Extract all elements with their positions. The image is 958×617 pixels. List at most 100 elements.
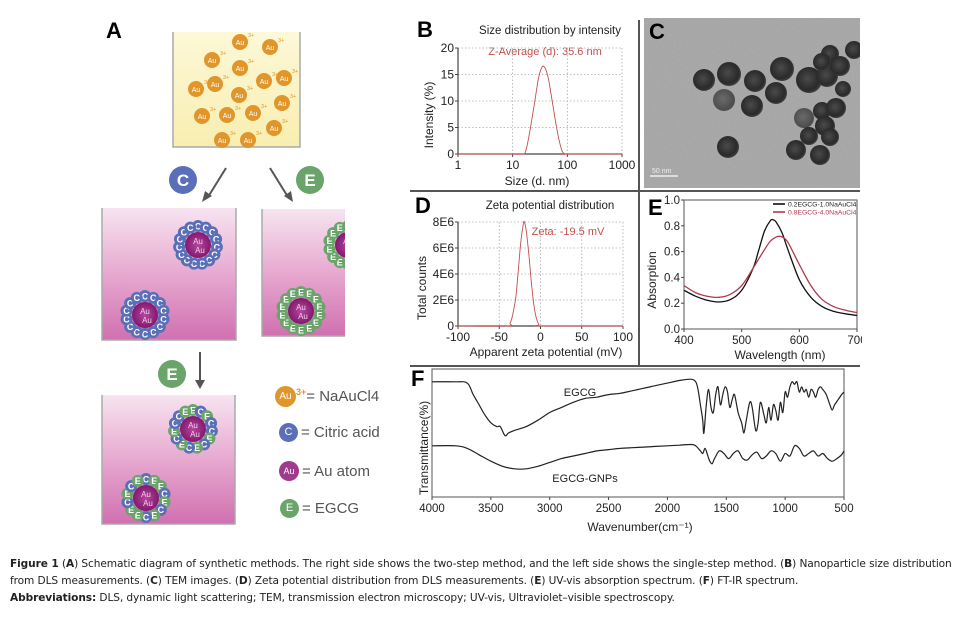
panel-c-letter: C — [649, 19, 665, 44]
ligand-letter: C — [127, 322, 134, 332]
ligand-letter: E — [298, 287, 304, 297]
series-label-egcg-gnps: EGCG-GNPs — [552, 473, 618, 485]
badge-circle — [296, 166, 324, 194]
plot-frame — [683, 199, 858, 330]
series-line-egcg-gnps — [431, 443, 845, 470]
panel-e-letter: E — [648, 195, 663, 220]
ion-charge: 3+ — [210, 107, 216, 113]
series-line-0-8egcg-4-0naaucl4 — [683, 235, 858, 314]
ligand-letter: E — [194, 443, 200, 453]
ion-circle — [232, 60, 248, 76]
caption-panel-ref: C — [150, 575, 158, 587]
gold-ion-icon: Au — [275, 386, 296, 407]
ion-symbol: Au — [192, 87, 201, 94]
caption-part-text: UV-vis absorption spectrum. — [545, 575, 699, 587]
ion-charge: 3+ — [272, 72, 278, 78]
ion-symbol: Au — [235, 93, 244, 100]
divider-row-2 — [410, 365, 860, 367]
ligand-letter: C — [178, 250, 185, 260]
ligand-letter: C — [177, 234, 184, 244]
x-tick-label: 3500 — [478, 503, 504, 515]
citrate-ligand — [158, 487, 171, 500]
ligand-letter: C — [124, 498, 131, 508]
arrowhead — [202, 191, 212, 202]
gold-ion-icon: Au3+ — [245, 104, 267, 121]
ligand-letter: E — [279, 311, 285, 321]
ligand-letter: C — [173, 434, 180, 444]
x-tick-label: 100 — [613, 330, 633, 344]
ion-circle — [276, 70, 292, 86]
ligand-letter: C — [176, 412, 183, 422]
ion-circle — [204, 52, 220, 68]
ligand-letter: C — [187, 223, 194, 233]
nanoparticle — [830, 56, 850, 76]
ion-circle — [214, 132, 230, 148]
x-tick-label: 500 — [732, 335, 751, 347]
nanoparticle — [741, 95, 763, 117]
ion-circle — [262, 39, 278, 55]
arrow-right-icon — [269, 167, 289, 198]
ligand-letter: E — [190, 405, 196, 415]
caption-part: (F) FT-IR spectrum. — [698, 575, 799, 587]
nanoparticle — [786, 140, 806, 160]
citrate-badge-icon: C — [169, 166, 197, 194]
chart-annotation: Z-Average (d): 35.6 nm — [488, 46, 602, 58]
citrate-ligand — [157, 304, 170, 317]
ion-charge: 3+ — [256, 131, 262, 137]
y-axis-label: Total counts — [415, 256, 429, 320]
gold-ion-icon: Au3+ — [232, 33, 254, 50]
ion-charge: 3+ — [278, 38, 284, 44]
tem-image: 50 nm — [644, 18, 860, 188]
ion-circle — [231, 87, 247, 103]
egcg-ligand — [131, 474, 144, 487]
nanoparticle — [717, 62, 741, 86]
x-tick-label: 0 — [537, 330, 544, 344]
legend-text: = Au atom — [302, 462, 370, 480]
ion-circle — [219, 107, 235, 123]
ligand-letter: C — [134, 327, 141, 337]
x-tick-label: -100 — [446, 330, 470, 344]
gold-ion-icon: Au3+ — [207, 75, 229, 92]
ion-charge: 3+ — [235, 106, 241, 112]
ligand-letter: C — [160, 315, 167, 325]
egcg-badge-icon: E — [158, 360, 186, 388]
ion-charge: 3+ — [292, 69, 298, 75]
nanoparticle — [693, 69, 715, 91]
panel-a-letter: A — [106, 18, 122, 43]
abbreviations-label: Abbreviations: — [10, 592, 97, 604]
ion-charge: 3+ — [223, 75, 229, 81]
ligand-letter: E — [330, 252, 336, 262]
egcg-ligand — [286, 287, 299, 300]
caption-abbreviations: Abbreviations: DLS, dynamic light scatte… — [10, 590, 955, 607]
citrate-ligand — [121, 496, 134, 509]
ion-circle — [274, 95, 290, 111]
au-label: Au — [193, 237, 203, 246]
ion-symbol: Au — [280, 76, 289, 83]
y-axis-label: Intensity (%) — [422, 82, 436, 149]
au-label: Au — [188, 421, 198, 430]
caption-panel-ref: E — [534, 575, 542, 587]
abbreviations-text: DLS, dynamic light scattering; TEM, tran… — [96, 592, 675, 604]
ligand-letter: C — [208, 418, 215, 428]
legend-item-naaucl4: Au 3+ = NaAuCl4 — [275, 386, 379, 407]
nanoparticle — [826, 98, 846, 118]
ion-symbol: Au — [270, 126, 279, 133]
y-tick-label: 8E6 — [433, 215, 455, 229]
caption-panel-ref: A — [66, 558, 75, 570]
ligand-letter: C — [199, 259, 206, 269]
y-tick-label: 1.0 — [664, 195, 680, 207]
ion-symbol: Au — [223, 113, 232, 120]
chart-title: Size distribution by intensity — [479, 25, 621, 37]
au-label: Au — [141, 490, 151, 499]
ligand-letter: C — [181, 228, 188, 238]
ion-circle — [194, 108, 210, 124]
ligand-letter: C — [150, 327, 157, 337]
nanoparticle — [835, 81, 851, 97]
y-tick-label: 4E6 — [433, 267, 455, 281]
y-tick-label: 0.0 — [664, 324, 680, 336]
ligand-letter: C — [143, 512, 150, 522]
